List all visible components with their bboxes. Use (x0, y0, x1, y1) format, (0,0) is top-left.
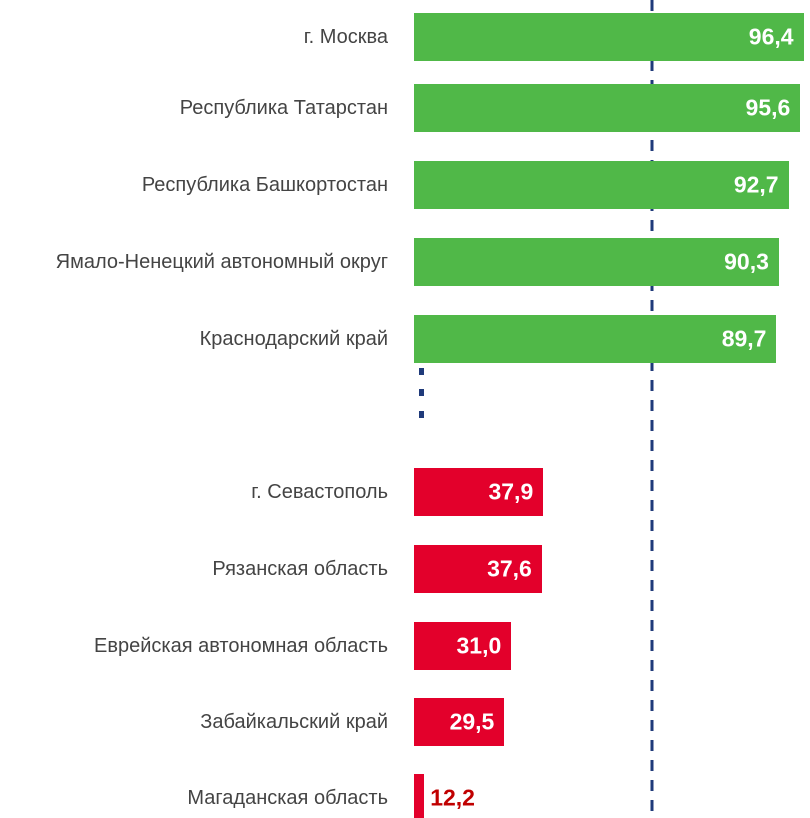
ellipsis-dot (419, 389, 424, 396)
category-label: Магаданская область (0, 786, 388, 810)
category-text: Республика Татарстан (179, 97, 388, 119)
bar (414, 13, 804, 61)
category-text: Ямало-Ненецкий автономный округ (55, 251, 388, 273)
bar (414, 238, 779, 286)
category-text: Рязанская область (212, 558, 388, 580)
value-label: 96,4 (748, 23, 794, 50)
value-label: 92,7 (733, 171, 779, 198)
value-label: 95,6 (745, 94, 791, 121)
category-text: Еврейская автономная область (94, 635, 388, 657)
category-label: Республика Татарстан (0, 96, 388, 120)
category-text: Забайкальский край (200, 711, 388, 733)
ellipsis-dot (419, 368, 424, 375)
category-text: Республика Башкортостан (141, 174, 388, 196)
category-label: Республика Башкортостан (0, 173, 388, 197)
category-label: г. Москва (0, 25, 388, 49)
category-text: г. Москва (303, 26, 388, 48)
category-text: Магаданская область (187, 787, 388, 809)
value-label: 12,2 (430, 784, 475, 811)
category-label: Ямало-Ненецкий автономный округ (0, 250, 388, 274)
bar (414, 315, 777, 363)
value-label: 37,6 (487, 555, 532, 582)
bar (414, 622, 512, 670)
category-label: Краснодарский край (0, 327, 388, 351)
category-label: Рязанская область (0, 557, 388, 581)
value-label: 31,0 (456, 632, 502, 659)
bar (414, 84, 801, 132)
category-label: г. Севастополь (0, 480, 388, 504)
value-label: 90,3 (724, 248, 769, 275)
ellipsis-dot (419, 411, 424, 418)
bar (414, 468, 544, 516)
bar (414, 161, 789, 209)
category-label: Еврейская автономная область (0, 634, 388, 658)
value-label: 37,9 (488, 478, 534, 505)
value-label: 89,7 (721, 325, 767, 352)
category-label: Забайкальский край (0, 710, 388, 734)
bar (414, 545, 542, 593)
category-text: г. Севастополь (251, 481, 388, 503)
category-text: Краснодарский край (199, 328, 388, 350)
bar (414, 698, 505, 746)
value-label: 29,5 (449, 708, 495, 735)
bar (414, 774, 425, 818)
